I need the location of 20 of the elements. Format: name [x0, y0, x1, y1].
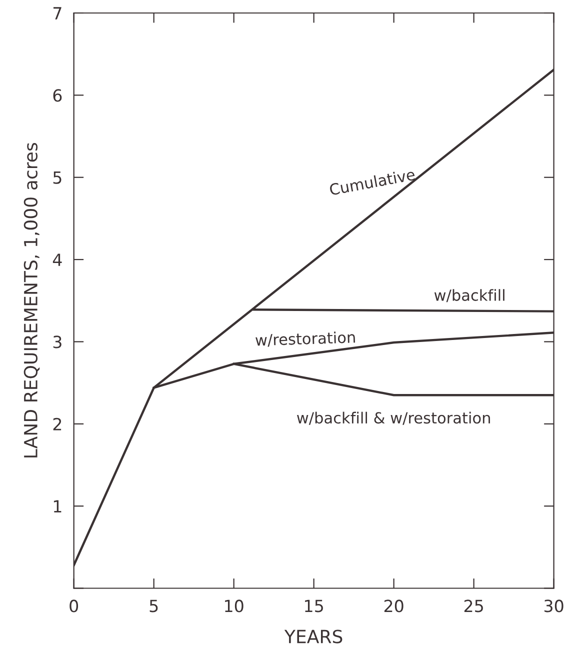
text: Cumulative — [329, 168, 416, 196]
y-tick-label: 3 — [53, 336, 62, 348]
x-tick-label: 10 — [225, 600, 244, 612]
y-axis-title: LAND REQUIREMENTS, 1,000 acres — [24, 142, 40, 458]
series-label: w/restoration — [255, 331, 356, 348]
series-label: w/backfill — [434, 289, 504, 302]
x-tick-label: 30 — [544, 600, 564, 612]
y-tick-label: 2 — [53, 418, 62, 430]
y-tick-label: 1 — [54, 500, 62, 512]
x-axis-title: YEARS — [284, 630, 342, 644]
series-label: w/backfill & w/restoration — [297, 412, 490, 425]
x-tick-label: 25 — [464, 600, 483, 612]
y-tick-label: 6 — [53, 89, 62, 102]
y-tick-label: 4 — [52, 254, 62, 266]
y-tick-label: 7 — [53, 7, 62, 20]
x-tick-label: 20 — [384, 600, 404, 612]
x-tick-label: 0 — [70, 600, 78, 612]
x-tick-label: 15 — [305, 600, 323, 612]
y-tick-label: 5 — [53, 172, 62, 184]
x-tick-label: 5 — [150, 600, 158, 612]
